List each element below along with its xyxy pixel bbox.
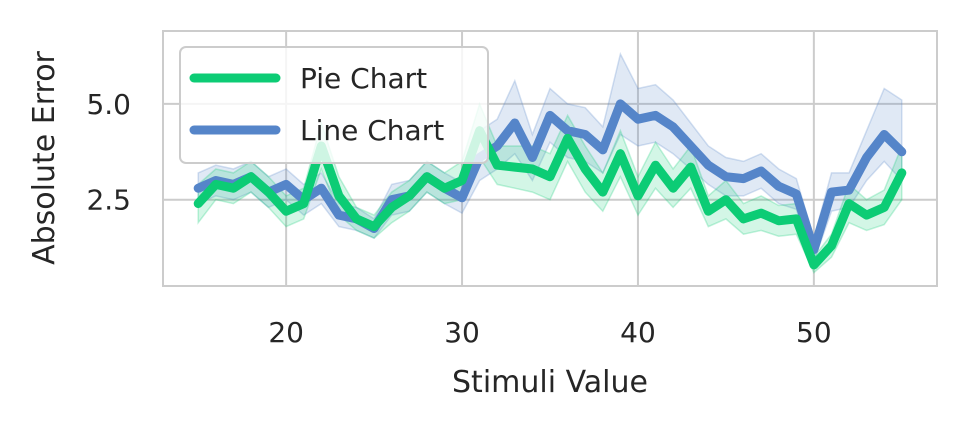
series-line-pie-chart <box>193 126 907 270</box>
plot-frame <box>162 30 938 287</box>
legend-label-line-chart: Line Chart <box>300 114 444 147</box>
x-tick-label-20: 20 <box>268 316 304 349</box>
tick-labels: 20 30 40 50 2.5 5.0 <box>86 88 831 349</box>
series-line-line-chart <box>193 99 907 255</box>
y-tick-label-2-5: 2.5 <box>86 184 131 217</box>
legend-label-pie-chart: Pie Chart <box>300 62 427 95</box>
y-tick-label-5-0: 5.0 <box>86 88 131 121</box>
y-axis-label: Absolute Error <box>27 50 62 264</box>
x-tick-label-40: 40 <box>620 316 656 349</box>
x-tick-label-30: 30 <box>444 316 480 349</box>
x-tick-label-50: 50 <box>796 316 832 349</box>
x-axis-label: Stimuli Value <box>452 365 648 400</box>
series-lines <box>193 99 907 270</box>
legend: Pie Chart Line Chart <box>179 46 489 164</box>
